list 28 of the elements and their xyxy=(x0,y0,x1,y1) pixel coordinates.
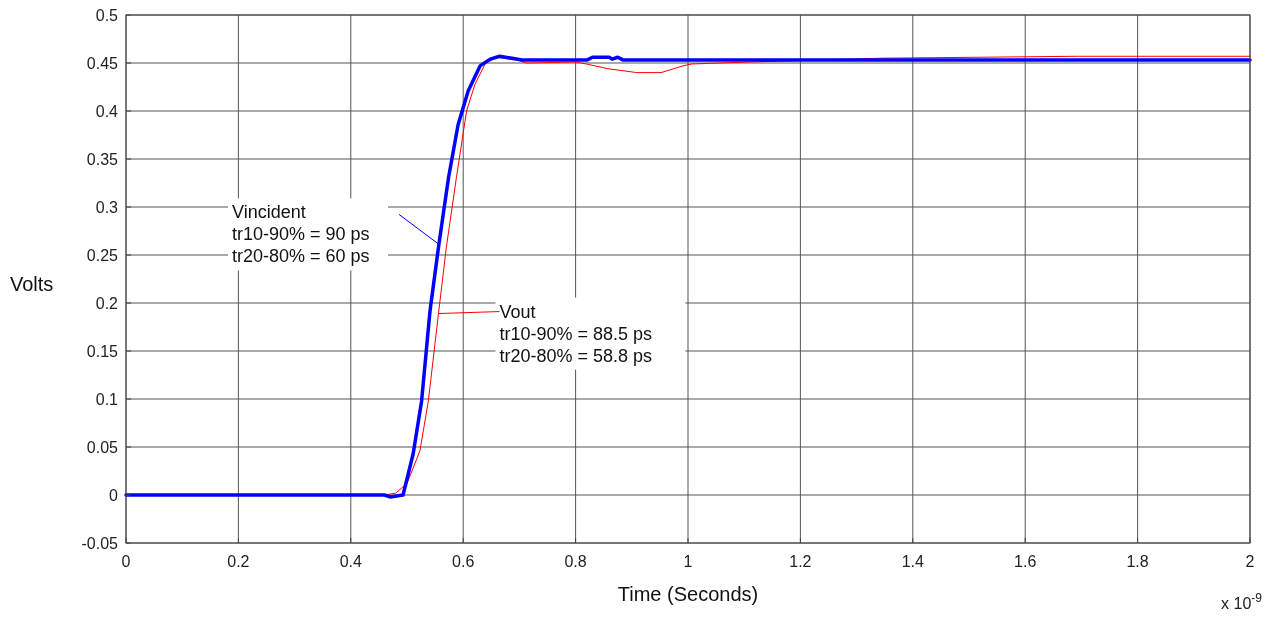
x-axis-title: Time (Seconds) xyxy=(617,583,759,605)
x-tick-label: 2 xyxy=(1245,553,1255,570)
y-tick-label: 0.3 xyxy=(95,199,119,216)
y-tick-label: -0.05 xyxy=(81,535,119,552)
x-tick-label: 1.8 xyxy=(1126,553,1149,570)
y-tick-label: 0.25 xyxy=(86,247,119,264)
y-tick-label: 0 xyxy=(109,487,119,504)
annotation: Vincident tr10-90% = 90 ps tr20-80% = 60 ps xyxy=(232,202,370,267)
x-tick-label: 1.4 xyxy=(901,553,925,570)
y-axis-title: Volts xyxy=(10,273,54,295)
x-tick-label: 0.2 xyxy=(227,553,250,570)
x-tick-label: 0.6 xyxy=(452,553,475,570)
y-tick-label: 0.5 xyxy=(95,7,119,24)
annotation: Vout tr10-90% = 88.5 ps tr20-80% = 58.8 ps xyxy=(499,301,653,366)
y-tick-label: 0.35 xyxy=(86,151,119,168)
x-tick-label: 0.8 xyxy=(564,553,587,570)
y-tick-label: 0.2 xyxy=(95,295,119,312)
y-tick-label: 0.1 xyxy=(95,391,119,408)
x-tick-label: 1.2 xyxy=(789,553,812,570)
text: x 10$^{-9}$ xyxy=(1221,591,1263,612)
x-tick-label: 1.6 xyxy=(1014,553,1037,570)
y-tick-label: 0.15 xyxy=(86,343,119,360)
y-tick-label: 0.05 xyxy=(86,439,119,456)
x-tick-label: 1 xyxy=(683,553,693,570)
y-tick-label: 0.4 xyxy=(95,103,119,120)
x-tick-label: 0 xyxy=(121,553,131,570)
x-tick-label: 0.4 xyxy=(339,553,363,570)
y-tick-label: 0.45 xyxy=(86,55,119,72)
